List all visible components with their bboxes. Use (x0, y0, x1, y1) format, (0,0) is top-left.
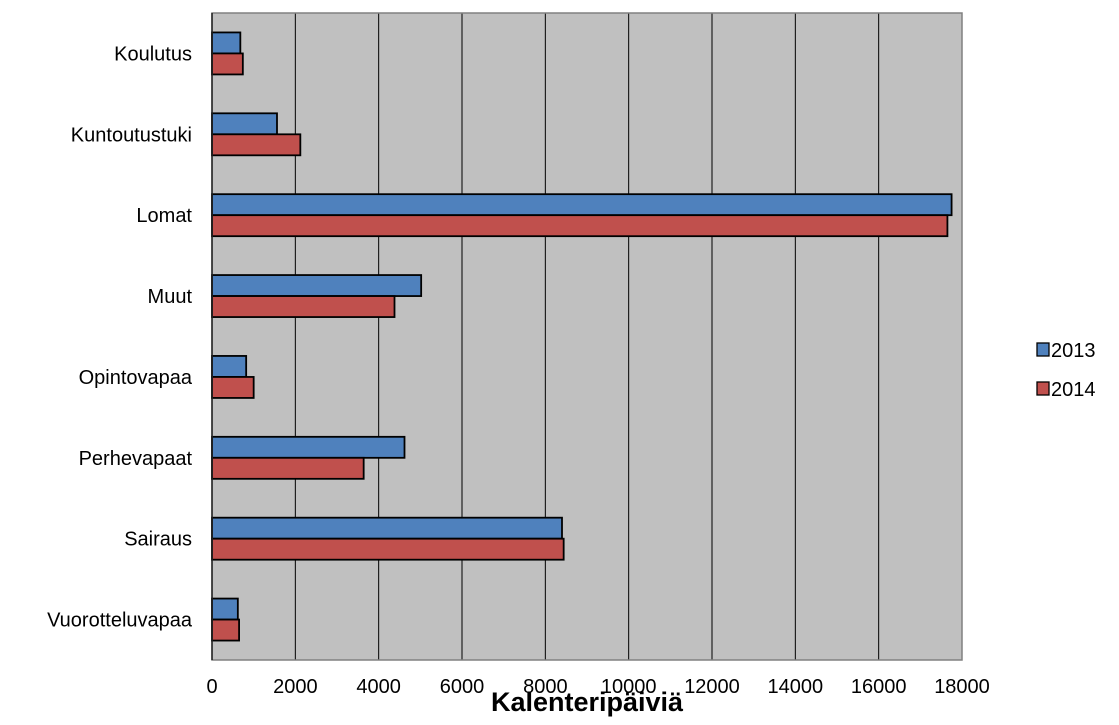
bars (211, 31, 953, 642)
category-label: Lomat (136, 205, 192, 227)
x-tick-label: 12000 (684, 676, 740, 698)
x-tick-label: 16000 (851, 676, 907, 698)
x-tick-label: 14000 (768, 676, 824, 698)
plot-area-background (212, 13, 962, 660)
category-label: Perhevapaat (79, 448, 193, 470)
category-label: Sairaus (124, 529, 192, 551)
category-label: Kuntoutustuki (71, 124, 192, 146)
legend-label: 2014 (1051, 379, 1096, 401)
bar-2013 (211, 193, 953, 217)
x-tick-label: 6000 (440, 676, 485, 698)
x-tick-label: 10000 (601, 676, 657, 698)
legend: 2013 2014 (1036, 340, 1096, 401)
gridlines (294, 13, 880, 660)
bar-2013 (211, 274, 423, 297)
bar-2013 (211, 516, 563, 540)
bar-2014 (211, 133, 302, 157)
legend-label: 2013 (1051, 340, 1096, 362)
category-label: Muut (148, 286, 193, 308)
category-label: Koulutus (114, 43, 192, 65)
x-tick-label: 0 (206, 676, 217, 698)
legend-swatch (1036, 342, 1050, 357)
x-tick-label: 4000 (356, 676, 401, 698)
bar-2014 (211, 456, 365, 480)
category-label: Opintovapaa (79, 367, 193, 389)
category-label: Vuorotteluvapaa (47, 610, 193, 632)
x-tick-labels: 0 2000 4000 6000 8000 10000 12000 14000 16000 180… (206, 676, 989, 698)
bar-2014 (211, 214, 949, 238)
x-axis-title: Kalenteripäiviä (491, 687, 684, 717)
bar-2013 (211, 31, 242, 55)
bar-2014 (211, 376, 255, 399)
bar-2013 (211, 435, 406, 459)
bar-2014 (211, 52, 244, 76)
bar-2014 (211, 537, 565, 561)
x-tick-label: 8000 (523, 676, 568, 698)
category-labels: Koulutus Kuntoutustuki Lomat Muut Opintovapa… (47, 43, 193, 631)
bar-2014 (211, 618, 240, 642)
bar-2013 (211, 112, 278, 136)
x-tick-label: 18000 (934, 676, 990, 698)
bar-2013 (211, 355, 248, 378)
bar-2014 (211, 295, 396, 318)
bar-2013 (211, 597, 239, 621)
legend-swatch (1036, 381, 1050, 396)
x-tick-label: 2000 (273, 676, 318, 698)
